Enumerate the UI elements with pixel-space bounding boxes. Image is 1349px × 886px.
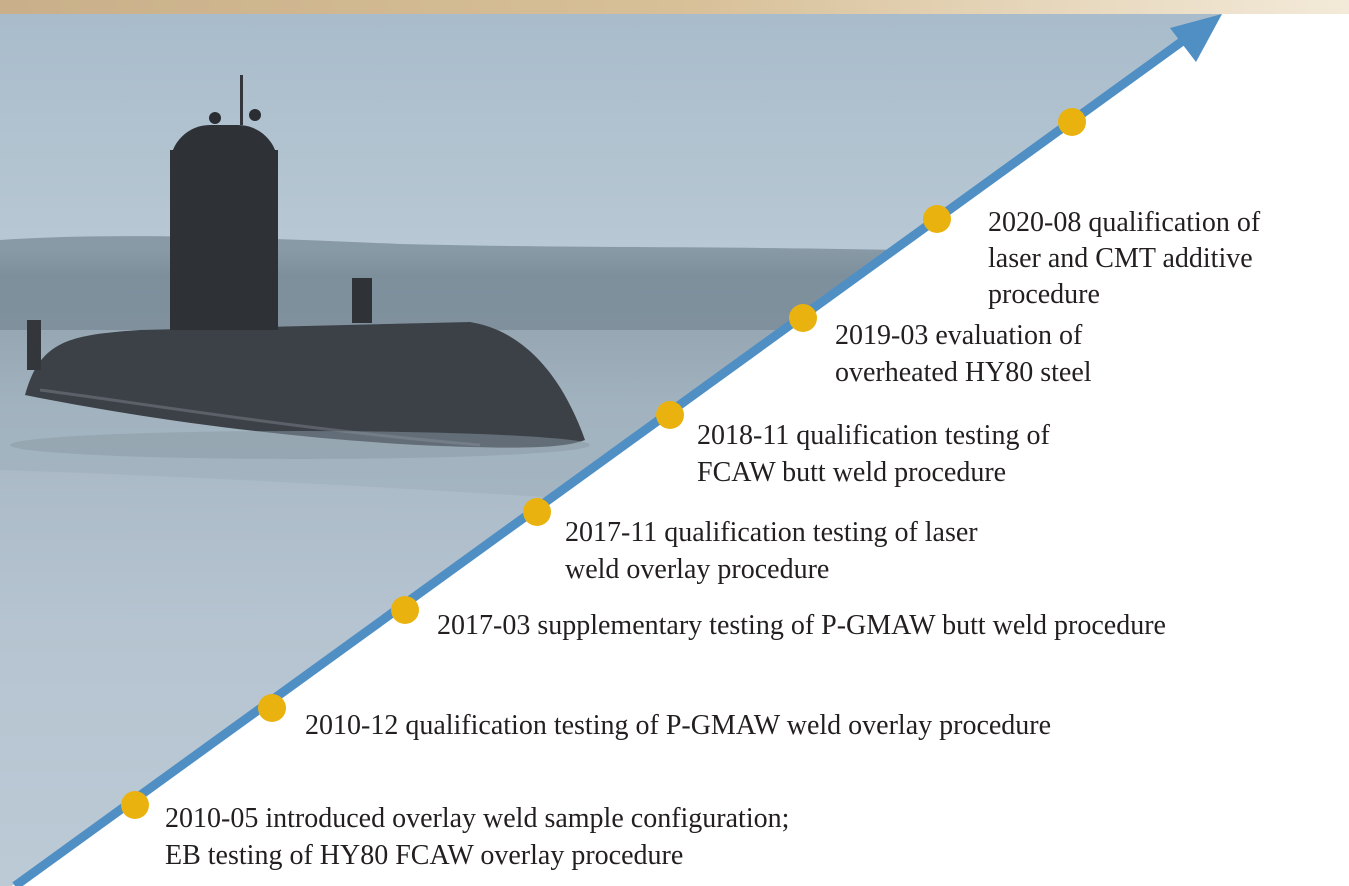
timeline-dot — [523, 498, 551, 526]
milestone-text: overheated HY80 steel — [835, 357, 1092, 388]
timeline-diagram: 2010-05 introduced overlay weld sample c… — [0, 0, 1349, 886]
timeline-dot — [923, 205, 951, 233]
milestone-text: 2019-03 evaluation of — [835, 320, 1083, 351]
milestone-text: 2010-05 introduced overlay weld sample c… — [165, 803, 789, 834]
top-bar — [0, 0, 1349, 14]
timeline-dot — [121, 791, 149, 819]
milestone-text: 2017-03 supplementary testing of P-GMAW … — [437, 610, 1166, 641]
milestone-text: FCAW butt weld procedure — [697, 457, 1006, 488]
timeline-dot — [1058, 108, 1086, 136]
milestone-text: weld overlay procedure — [565, 554, 829, 585]
milestone-text: 2020-08 qualification of — [988, 207, 1261, 238]
milestone-text: EB testing of HY80 FCAW overlay procedur… — [165, 840, 683, 871]
page: {"milestones": [ {"lines": ["2010-05 int… — [0, 0, 1349, 886]
milestone-text: laser and CMT additive — [988, 243, 1253, 274]
timeline-dot — [656, 401, 684, 429]
milestone-text: 2018-11 qualification testing of — [697, 420, 1050, 451]
milestone-text: 2010-12 qualification testing of P-GMAW … — [305, 710, 1051, 741]
timeline-dot — [789, 304, 817, 332]
milestone-text: procedure — [988, 279, 1100, 310]
timeline-dot — [391, 596, 419, 624]
timeline-dot — [258, 694, 286, 722]
milestone-text: 2017-11 qualification testing of laser — [565, 517, 978, 548]
